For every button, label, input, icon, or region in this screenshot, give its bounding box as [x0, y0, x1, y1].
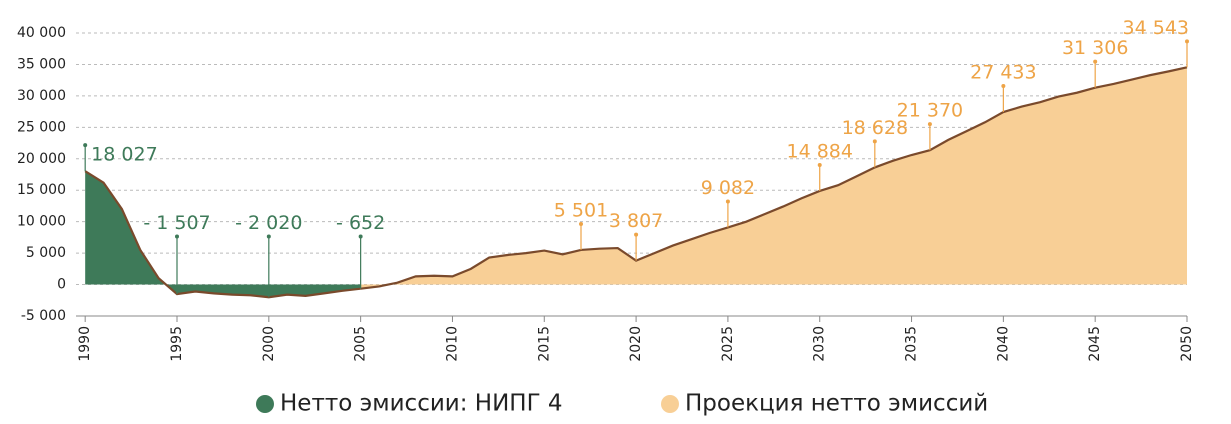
callout-dot	[725, 199, 730, 204]
y-tick-label: 40 000	[17, 25, 66, 41]
callout-dot	[927, 122, 932, 127]
callout-dot	[1185, 39, 1189, 44]
callout-dot	[1093, 59, 1098, 64]
data-label: 31 306	[1062, 37, 1128, 59]
legend-marker	[256, 395, 274, 413]
data-label: 9 082	[701, 177, 755, 199]
callout-dot	[1001, 84, 1006, 89]
callout-dot	[358, 234, 363, 239]
callout-dot	[872, 139, 877, 144]
x-tick-label: 1995	[169, 326, 185, 362]
callout-dot	[634, 232, 639, 237]
legend-label: Нетто эмиссии: НИПГ 4	[280, 391, 563, 417]
x-tick-label: 2005	[353, 326, 369, 362]
callout-dot	[266, 234, 271, 239]
x-tick-label: 2000	[261, 326, 277, 362]
y-tick-label: 10 000	[17, 214, 66, 230]
line	[84, 170, 361, 299]
data-label: 27 433	[970, 62, 1036, 84]
x-tick-label: 2040	[995, 326, 1011, 362]
data-label: 5 501	[554, 199, 608, 221]
callout-dot	[817, 162, 822, 167]
x-tick-label: 2050	[1179, 326, 1195, 362]
callout-dot	[83, 143, 88, 148]
x-tick-label: 2010	[444, 326, 460, 362]
y-tick-label: 15 000	[17, 182, 66, 198]
x-tick-label: 2030	[812, 326, 828, 362]
data-label: 3 807	[609, 210, 663, 232]
data-label: - 652	[336, 212, 385, 234]
data-label: 18 027	[91, 144, 157, 166]
data-label: 21 370	[897, 100, 963, 122]
area	[360, 67, 1187, 289]
y-tick-label: 0	[57, 277, 66, 293]
x-tick-label: 1990	[77, 326, 93, 362]
legend-marker	[661, 395, 679, 413]
y-tick-label: 25 000	[17, 119, 66, 135]
data-label: - 1 507	[143, 212, 210, 234]
y-tick-label: 30 000	[17, 88, 66, 104]
y-tick-label: 35 000	[17, 56, 66, 72]
x-tick-label: 2025	[720, 326, 736, 362]
area	[85, 171, 361, 298]
x-tick-label: 2045	[1087, 326, 1103, 362]
x-tick-label: 2015	[536, 326, 552, 362]
data-label: 18 628	[842, 117, 908, 139]
legend-label: Проекция нетто эмиссий	[685, 391, 988, 417]
data-label: - 2 020	[235, 212, 302, 234]
y-tick-label: 5 000	[26, 245, 66, 261]
callout-dot	[579, 221, 583, 226]
y-tick-label: -5 000	[21, 308, 66, 324]
x-tick-label: 2035	[904, 326, 920, 362]
data-label: 34 543	[1123, 17, 1189, 39]
y-tick-label: 20 000	[17, 151, 66, 167]
callout-dot	[175, 234, 179, 239]
x-tick-label: 2020	[628, 326, 644, 362]
line	[360, 66, 1188, 290]
data-label: 14 884	[786, 140, 852, 162]
